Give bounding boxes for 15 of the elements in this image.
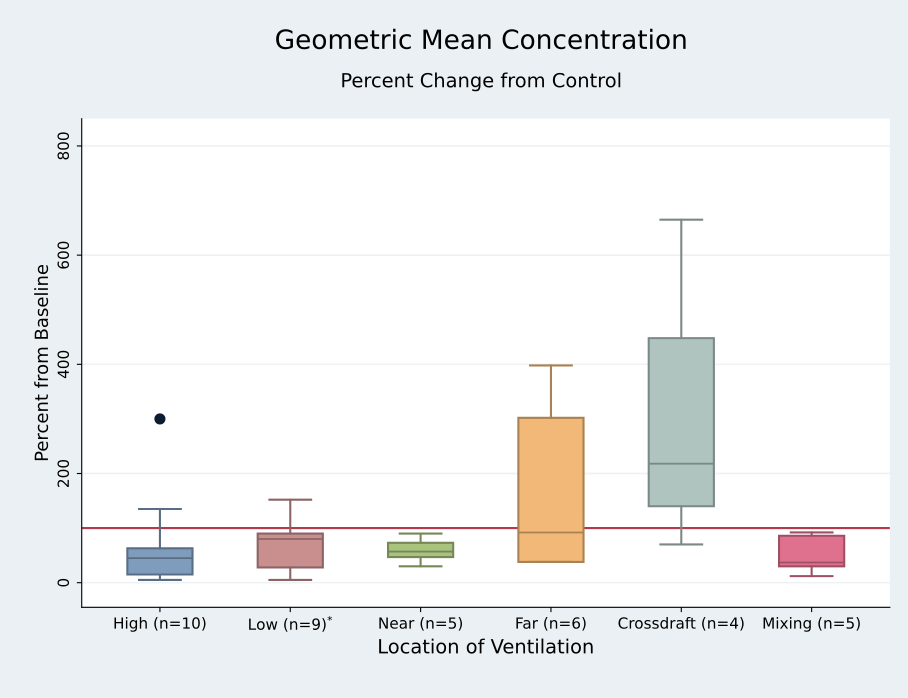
y-tick-label: 400 bbox=[57, 350, 70, 378]
x-tick-label: Mixing (n=5) bbox=[764, 616, 860, 632]
y-tick-label: 0 bbox=[57, 578, 70, 587]
x-tick-label: High (n=10) bbox=[114, 616, 206, 632]
chart-title: Geometric Mean Concentration bbox=[276, 28, 686, 50]
y-tick-label: 600 bbox=[57, 242, 70, 269]
x-axis-title: Location of Ventilation bbox=[379, 638, 593, 654]
y-tick-label: 800 bbox=[57, 132, 70, 160]
x-tick-label: Low (n=9)$^{*}$ bbox=[249, 616, 332, 632]
chart-subtitle: Percent Change from Control bbox=[342, 72, 620, 92]
y-tick-label: 200 bbox=[57, 460, 70, 487]
x-tick-label: Far (n=6) bbox=[516, 617, 586, 631]
y-axis-title: Percent from Baseline bbox=[34, 264, 48, 460]
x-tick-label: Near (n=5) bbox=[379, 617, 462, 631]
x-tick-label: Crossdraft (n=4) bbox=[618, 616, 744, 631]
